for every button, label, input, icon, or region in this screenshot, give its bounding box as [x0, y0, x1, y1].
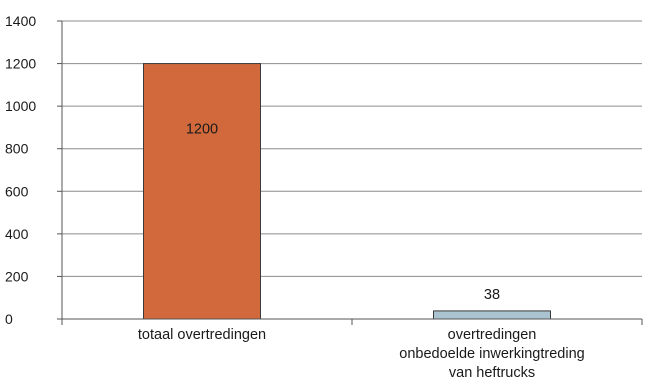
axes [57, 20, 643, 325]
category-label: overtredingen [448, 327, 537, 343]
y-tick-label: 1200 [5, 56, 36, 72]
data-label: 1200 [186, 122, 218, 138]
y-tick-label: 400 [5, 226, 29, 242]
category-label: totaal overtredingen [138, 327, 266, 343]
y-tick-label: 600 [5, 183, 29, 199]
data-label: 38 [484, 287, 500, 303]
bar [143, 63, 261, 320]
category-label: van heftrucks [449, 365, 535, 381]
y-tick-label: 1000 [5, 98, 36, 114]
labels: 0 200 400 600 800 1000 1200 1400 1200 totaal over… [5, 13, 585, 381]
category-label: onbedoelde inwerkingtreding [399, 346, 584, 362]
y-tick-label: 200 [5, 268, 29, 284]
y-tick-label: 1400 [5, 13, 36, 29]
y-tick-label: 0 [5, 311, 13, 327]
y-tick-label: 800 [5, 141, 29, 157]
bar [433, 310, 551, 320]
